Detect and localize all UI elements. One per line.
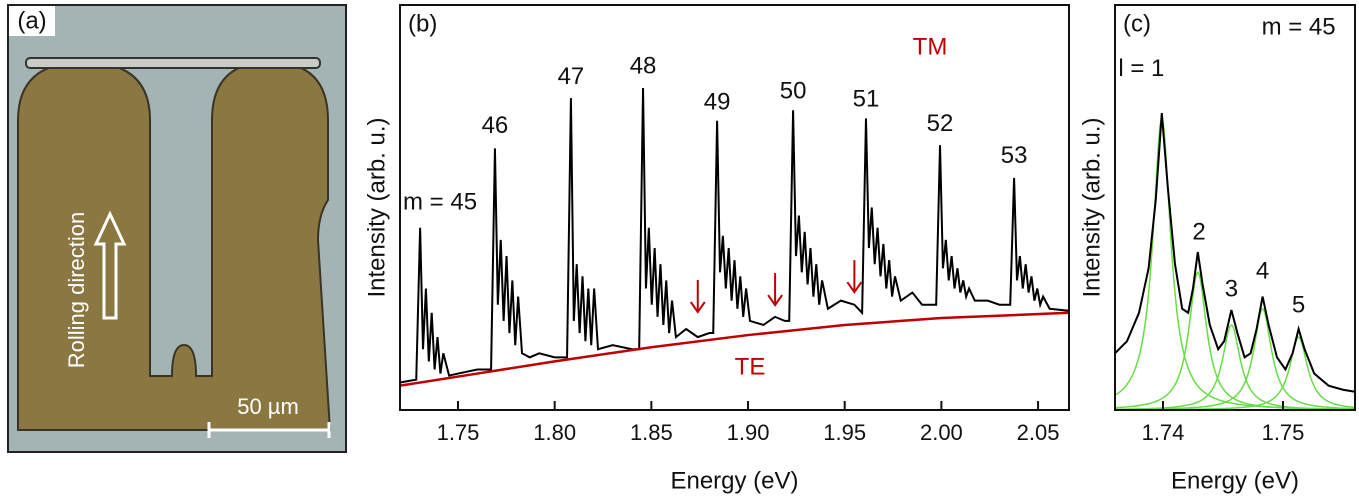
x-tick-label: 1.90 [727,420,770,445]
series-label: TM [913,33,948,60]
arrow-head [767,294,783,307]
plot-area [400,88,1069,387]
mode-arrow [846,260,863,294]
x-tick-label: 2.05 [1017,420,1060,445]
arrow-head [846,281,863,294]
plot-frame [1114,4,1356,411]
peak-label: 50 [780,77,807,104]
direction-label: Rolling direction [64,212,89,369]
peak-label: m = 45 [403,188,477,215]
x-tick-label: 1.80 [533,420,576,445]
micrograph-panel: Rolling direction 50 µm (a) [7,4,347,453]
peak-label: 2 [1192,218,1205,245]
peak-label: 49 [704,88,731,115]
x-tick-label: 1.75 [1262,420,1305,445]
x-tick-label: 1.74 [1142,420,1185,445]
mode-arrow [767,273,783,307]
arrow-head [689,301,706,314]
y-axis-label: Intensity (arb. u.) [363,117,390,297]
series-line [400,311,1069,387]
panel-label-box [9,6,55,36]
plot-frame [399,4,1070,411]
x-axis-label: Energy (eV) [670,467,798,494]
peak-label: m = 45 [1262,13,1336,40]
scale-label: 50 µm [237,394,299,419]
chart-panel: 1.74 1.75 Energy (eV) Intensity (arb. u.) m … [1078,4,1356,494]
series-line [400,88,1069,384]
peak-label: 52 [927,110,954,137]
peak-label: 4 [1256,258,1269,285]
peak-label: l = 1 [1118,55,1164,82]
peak-label: 3 [1225,275,1238,302]
x-tick-label: 1.95 [823,420,866,445]
x-axis-label: Energy (eV) [1171,467,1299,494]
panel-label: (a) [17,7,46,34]
x-tick-label: 1.75 [437,420,480,445]
rolled-tube [25,57,321,69]
peak-label: 46 [482,112,509,139]
mode-arrow [689,279,706,314]
panel-label: (c) [1123,10,1151,37]
peak-label: 51 [853,86,880,113]
y-axis-label: Intensity (arb. u.) [1078,117,1105,297]
x-tick-label: 2.00 [920,420,963,445]
peak-label: 48 [630,52,657,79]
fit-curve [1115,116,1355,410]
peak-label: 5 [1292,291,1305,318]
chart-panel: 1.75 1.80 1.85 1.90 1.95 2.00 2.05 Energy (eV) I… [363,4,1070,494]
series-line [1115,113,1355,393]
panel-label: (b) [408,10,437,37]
x-tick-label: 1.85 [630,420,673,445]
plot-area [1115,113,1355,410]
peak-label: 53 [1001,142,1028,169]
peak-label: 47 [558,63,585,90]
series-label: TE [735,353,766,380]
direction-arrow [93,210,127,320]
